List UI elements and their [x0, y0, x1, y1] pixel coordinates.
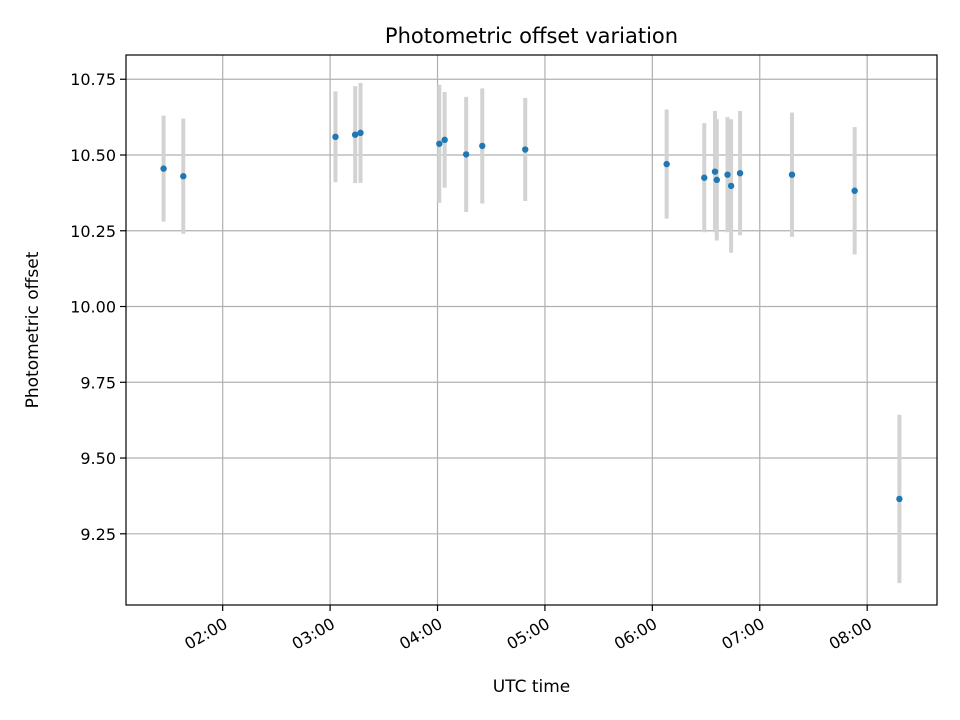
data-points — [160, 129, 903, 503]
data-point — [180, 173, 187, 180]
y-tick-label: 10.50 — [70, 146, 116, 165]
data-point — [851, 187, 858, 194]
data-point — [332, 133, 339, 141]
data-point — [160, 165, 167, 172]
data-point — [711, 168, 719, 175]
data-point — [663, 160, 670, 168]
data-point — [357, 129, 364, 137]
chart-title: Photometric offset variation — [385, 24, 678, 48]
y-tick-label: 10.25 — [70, 222, 116, 241]
y-axis: 9.25 9.50 9.75 10.00 10.25 10.50 10.75 — [70, 70, 126, 544]
grid — [126, 55, 937, 605]
data-point — [462, 151, 470, 158]
y-tick-label: 9.50 — [80, 449, 116, 468]
y-tick-label: 9.25 — [80, 525, 116, 544]
data-point — [351, 131, 359, 138]
data-point — [479, 142, 486, 150]
data-point — [788, 171, 796, 178]
data-point — [736, 169, 744, 177]
data-point — [441, 136, 448, 144]
data-point — [727, 182, 735, 190]
x-axis-title: UTC time — [493, 677, 571, 697]
data-point — [701, 174, 708, 181]
data-point — [713, 176, 720, 184]
data-point — [896, 495, 903, 503]
y-tick-label: 10.75 — [70, 70, 116, 89]
data-point — [724, 171, 731, 178]
y-tick-label: 10.00 — [70, 298, 116, 317]
y-axis-title: Photometric offset — [23, 251, 43, 408]
data-point — [522, 146, 529, 153]
y-tick-label: 9.75 — [80, 373, 116, 392]
plot-frame — [125, 54, 938, 606]
data-point — [436, 140, 443, 147]
